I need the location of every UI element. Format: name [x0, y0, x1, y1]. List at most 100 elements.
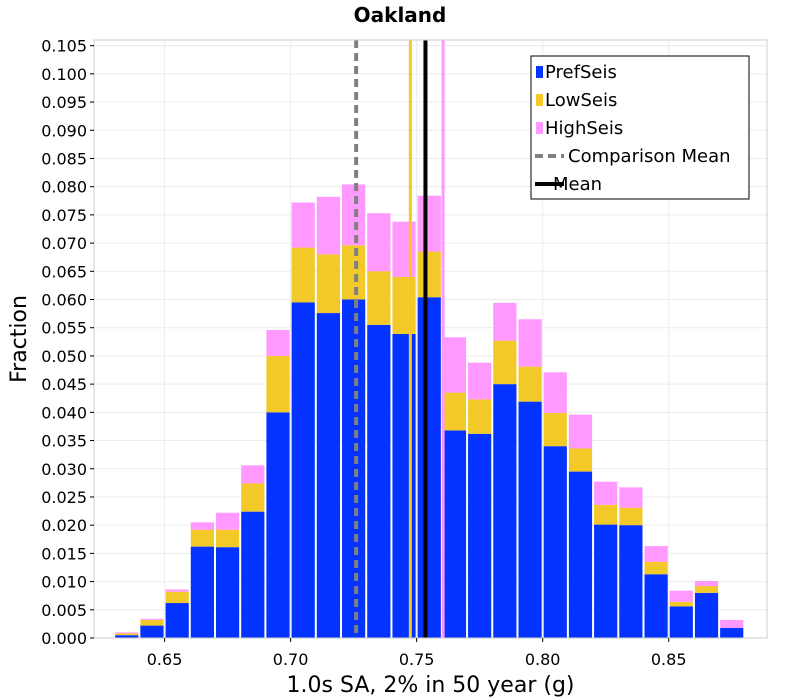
y-tick-label: 0.005: [41, 601, 87, 620]
bar-lowseis: [241, 483, 265, 512]
y-axis-title: Fraction: [7, 295, 32, 383]
bar-prefseis: [266, 412, 290, 638]
bar-highseis: [215, 512, 240, 530]
bar-lowseis: [367, 271, 391, 325]
bar-lowseis: [342, 245, 366, 300]
bar-highseis: [543, 372, 567, 413]
y-tick-label: 0.090: [41, 121, 87, 140]
x-axis: 0.65 0.70 0.75 0.80 0.85: [147, 638, 687, 669]
legend-label: PrefSeis: [545, 62, 617, 83]
y-tick-label: 0.055: [41, 319, 87, 338]
y-tick-label: 0.085: [41, 149, 87, 168]
bar-prefseis: [140, 625, 164, 638]
bar-highseis: [392, 221, 416, 277]
bar-lowseis: [316, 254, 341, 314]
bar-highseis: [568, 414, 593, 449]
y-tick-label: 0.020: [41, 516, 87, 535]
bar-highseis: [417, 195, 441, 252]
legend: PrefSeis LowSeis HighSeis Comparison Mean Me…: [530, 55, 750, 200]
bar-lowseis: [190, 529, 214, 547]
y-tick-label: 0.050: [41, 347, 87, 366]
bar-highseis: [720, 619, 744, 628]
bar-highseis: [594, 481, 618, 505]
bar-prefseis: [442, 430, 467, 638]
bar-highseis: [140, 618, 164, 620]
legend-label: HighSeis: [545, 118, 623, 139]
bar-highseis: [442, 337, 467, 393]
bar-highseis: [342, 184, 366, 246]
x-tick-label: 0.75: [399, 650, 435, 669]
bar-highseis: [694, 581, 719, 587]
bar-highseis: [241, 465, 265, 484]
bar-lowseis: [694, 586, 719, 593]
x-tick-label: 0.70: [273, 650, 309, 669]
bar-prefseis: [669, 606, 693, 638]
y-tick-label: 0.075: [41, 206, 87, 225]
y-tick-label: 0.030: [41, 460, 87, 479]
bar-prefseis: [417, 297, 441, 638]
bar-highseis: [468, 362, 492, 400]
y-tick-label: 0.105: [41, 37, 87, 56]
bar-highseis: [190, 522, 214, 530]
bar-lowseis: [266, 355, 290, 413]
bar-prefseis: [316, 313, 341, 638]
bar-prefseis: [165, 603, 189, 638]
legend-label: Comparison Mean: [568, 146, 731, 167]
bar-lowseis: [468, 399, 492, 434]
bar-prefseis: [568, 471, 593, 638]
bar-lowseis: [594, 504, 618, 525]
legend-box: [530, 55, 750, 200]
bar-highseis: [367, 213, 391, 272]
bar-lowseis: [493, 340, 517, 385]
bar-prefseis: [392, 333, 416, 638]
y-tick-label: 0.000: [41, 629, 87, 648]
chart-title: Oakland: [354, 3, 447, 27]
y-tick-label: 0.035: [41, 432, 87, 451]
bar-prefseis: [543, 446, 567, 638]
bar-prefseis: [241, 511, 265, 638]
bar-lowseis: [140, 619, 164, 626]
plot-frame: [93, 39, 768, 639]
bar-prefseis: [518, 401, 542, 638]
bar-highseis: [669, 590, 693, 602]
legend-swatch: [536, 94, 543, 106]
x-tick-label: 0.85: [651, 650, 687, 669]
bar-prefseis: [619, 525, 643, 638]
bar-prefseis: [493, 384, 517, 638]
x-tick-label: 0.80: [525, 650, 561, 669]
bar-highseis: [115, 632, 139, 634]
bar-highseis: [493, 302, 517, 341]
y-tick-label: 0.060: [41, 291, 87, 310]
bar-lowseis: [215, 529, 240, 548]
bar-lowseis: [543, 412, 567, 447]
bar-highseis: [316, 196, 341, 255]
bar-prefseis: [342, 299, 366, 638]
bar-prefseis: [594, 524, 618, 638]
legend-swatch: [536, 66, 543, 78]
bar-lowseis: [644, 561, 668, 575]
bar-lowseis: [291, 247, 315, 303]
bar-prefseis: [215, 547, 240, 638]
y-tick-label: 0.010: [41, 573, 87, 592]
legend-swatch: [536, 122, 543, 134]
y-tick-label: 0.025: [41, 488, 87, 507]
bar-lowseis: [115, 633, 139, 636]
bar-prefseis: [367, 324, 391, 638]
y-tick-label: 0.065: [41, 262, 87, 281]
bar-prefseis: [720, 627, 744, 638]
bar-lowseis: [417, 251, 441, 298]
bar-lowseis: [669, 601, 693, 607]
y-tick-label: 0.015: [41, 544, 87, 563]
bar-highseis: [518, 319, 542, 367]
x-tick-label: 0.65: [147, 650, 183, 669]
legend-label: LowSeis: [545, 90, 617, 111]
bar-lowseis: [165, 591, 189, 604]
bar-prefseis: [694, 592, 719, 638]
y-tick-label: 0.095: [41, 93, 87, 112]
bar-lowseis: [568, 448, 593, 472]
bar-highseis: [165, 589, 189, 592]
bar-highseis: [291, 202, 315, 248]
y-tick-label: 0.100: [41, 65, 87, 84]
x-axis-title: 1.0s SA, 2% in 50 year (g): [287, 673, 575, 698]
